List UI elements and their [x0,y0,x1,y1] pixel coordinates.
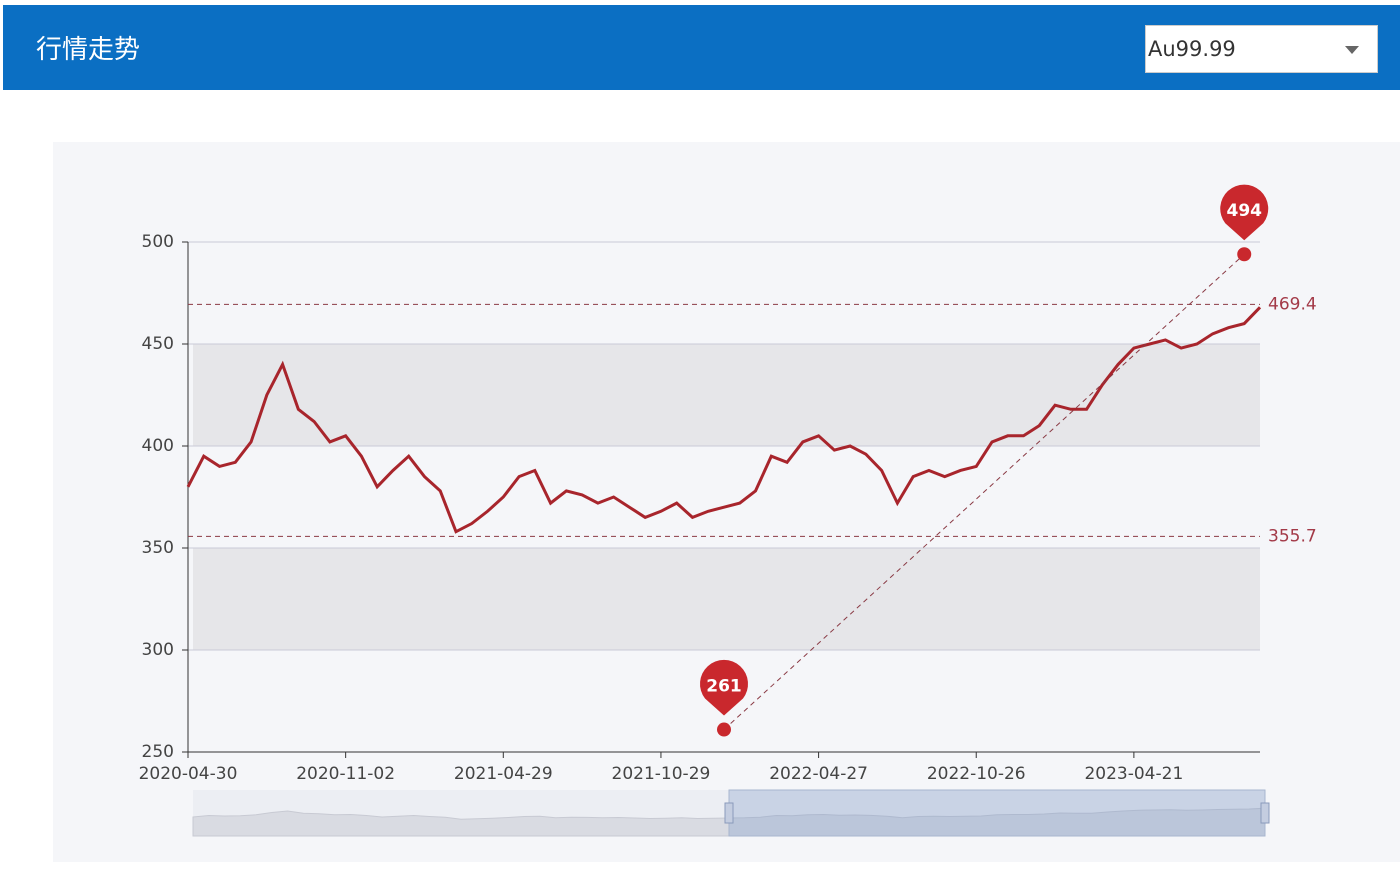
mark-point-label: 494 [1226,201,1262,221]
mark-point-dot [1237,247,1252,262]
x-tick-label: 2020-11-02 [296,764,395,784]
mark-point-pin [700,659,748,716]
mark-line-label: 469.4 [1268,294,1317,314]
select-arrow [1345,46,1359,54]
zoom-handle [724,802,734,824]
symbol-select[interactable]: Au99.99 [1145,25,1378,73]
y-tick-label: 450 [142,334,174,354]
mark-point-dot [717,722,731,737]
x-tick-label: 2021-10-29 [612,764,711,784]
select-text: Au99.99 [1148,37,1236,61]
split-area [193,548,1260,650]
x-tick-label: 2021-04-29 [454,764,553,784]
x-tick-label: 2020-04-30 [139,764,238,784]
trend-line [723,253,1245,730]
y-tick-label: 400 [142,436,174,456]
mark-line-label: 355.7 [1268,526,1317,546]
zoom-handle [1260,802,1270,824]
header-title: 行情走势 [36,35,141,65]
split-area [193,344,1260,446]
zoom-window [728,789,1266,837]
chart-panel [53,142,1400,862]
y-tick-label: 250 [142,742,174,762]
header-bar: 行情走势 Au99.99 [3,5,1400,90]
x-tick-label: 2023-04-21 [1084,764,1183,784]
x-tick-label: 2022-10-26 [927,764,1026,784]
y-tick-label: 300 [142,640,174,660]
y-tick-label: 350 [142,538,174,558]
price-line [186,306,1262,534]
x-tick-label: 2022-04-27 [769,764,868,784]
mark-point-label: 261 [706,677,742,697]
mark-point-pin [1220,184,1269,241]
y-tick-label: 500 [142,232,174,252]
